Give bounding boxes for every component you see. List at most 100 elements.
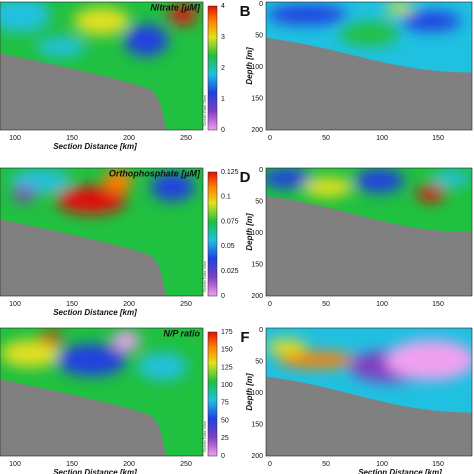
colorbar-tick-label: 2 [221,65,225,72]
seabed [266,196,472,296]
x-tick-label: 0 [268,135,272,142]
blob [0,2,51,33]
y-tick-label: 100 [251,390,263,397]
colorbar-tick-label: 0.075 [221,218,239,225]
blob [103,168,132,193]
seabed [266,37,472,130]
colorbar-tick-label: 150 [221,347,233,354]
x-tick-label: 250 [180,461,192,468]
panel-title: Nitrate [µM] [150,2,201,12]
y-tick-label: 100 [251,230,263,237]
blobs [10,168,195,214]
y-axis-label: Depth [m] [245,213,254,251]
blob [354,168,405,193]
contour-field [0,328,203,456]
panel-letter: D [240,169,251,186]
frame [265,327,473,457]
blob [150,173,195,202]
colorbar-tick-label: 0.1 [221,194,231,201]
x-tick-label: 100 [9,301,21,308]
blob [168,4,197,25]
blob [0,339,61,368]
x-tick-label: 100 [376,461,388,468]
colorbar-tick-label: 75 [221,400,229,407]
blob [56,186,127,214]
colorbar-tick-label: 3 [221,34,225,41]
colorbar-tick-label: 0.025 [221,268,239,275]
blob [339,22,399,46]
blob [266,339,307,356]
blob [137,352,188,381]
colorbar [207,5,218,131]
x-tick-label: 150 [66,301,78,308]
blobs [267,2,461,46]
y-tick-label: 150 [251,261,263,268]
x-tick-label: 100 [9,135,21,142]
blob [35,36,86,57]
y-tick-label: 200 [251,293,263,300]
left-panel: N/P ratio 100 150 200 250 Section Distance [k… [0,327,233,474]
x-tick-label: 0 [268,461,272,468]
y-tick-label: 200 [251,453,263,460]
left-panel: Nitrate [µM] 100 150 200 250 Section Distance… [0,1,225,151]
x-tick-label: 50 [322,301,330,308]
frame [265,167,473,297]
y-axis-label: Depth [m] [245,47,254,85]
x-tick-label: 150 [66,461,78,468]
contour-field [0,2,203,130]
y-tick-label: 50 [255,32,263,39]
y-tick-label: 50 [255,198,263,205]
blobs [0,330,188,381]
y-tick-label: 100 [251,64,263,71]
colorbar-tick-label: 1 [221,96,225,103]
frame [265,1,473,131]
blob [266,168,312,189]
colorbar-tick-label: 0 [221,127,225,134]
x-axis-label: Section Distance [km] [53,142,137,151]
colorbar [207,171,218,297]
colorbar [207,331,218,457]
x-tick-label: 250 [180,135,192,142]
x-tick-label: 50 [322,135,330,142]
y-axis-label: Depth [m] [245,373,254,411]
left-panel: Orthophosphate [µM] 100 150 200 250 Section D… [0,167,239,317]
y-tick-label: 50 [255,358,263,365]
colorbar-tick-label: 0.125 [221,169,239,176]
seabed [0,219,167,296]
blob [400,11,461,32]
x-tick-label: 200 [123,301,135,308]
contour-field [266,328,472,456]
panel-title: Orthophosphate [µM] [109,168,201,178]
watermark: Ocean Data View [202,261,207,292]
x-tick-label: 100 [9,461,21,468]
x-tick-label: 150 [432,461,444,468]
x-tick-label: 200 [123,461,135,468]
blobs [0,2,197,57]
right-panel: B Depth [m] 0 50 100 150 200 0 50 100 150 [240,1,473,142]
panel-title: N/P ratio [163,328,200,338]
blob [267,4,348,25]
x-tick-label: 150 [66,135,78,142]
watermark: Ocean Data View [202,95,207,126]
colorbar-tick-label: 0 [221,293,225,300]
blob [385,2,414,15]
x-tick-label: 250 [180,301,192,308]
x-axis-label: Section Distance [km] [53,308,137,317]
y-tick-label: 0 [259,167,263,174]
x-axis-label: Section Distance [km] [53,468,137,474]
x-tick-label: 50 [322,461,330,468]
x-tick-label: 100 [376,135,388,142]
blob [416,185,445,202]
watermark: Ocean Data View [202,421,207,452]
x-tick-label: 100 [376,301,388,308]
frame [0,1,204,131]
contour-field [266,2,472,130]
panel-letter: B [240,3,251,20]
colorbar-tick-label: 100 [221,382,233,389]
blob [73,7,130,36]
colorbar-tick-label: 0 [221,453,225,460]
y-tick-label: 200 [251,127,263,134]
frame [0,167,204,297]
